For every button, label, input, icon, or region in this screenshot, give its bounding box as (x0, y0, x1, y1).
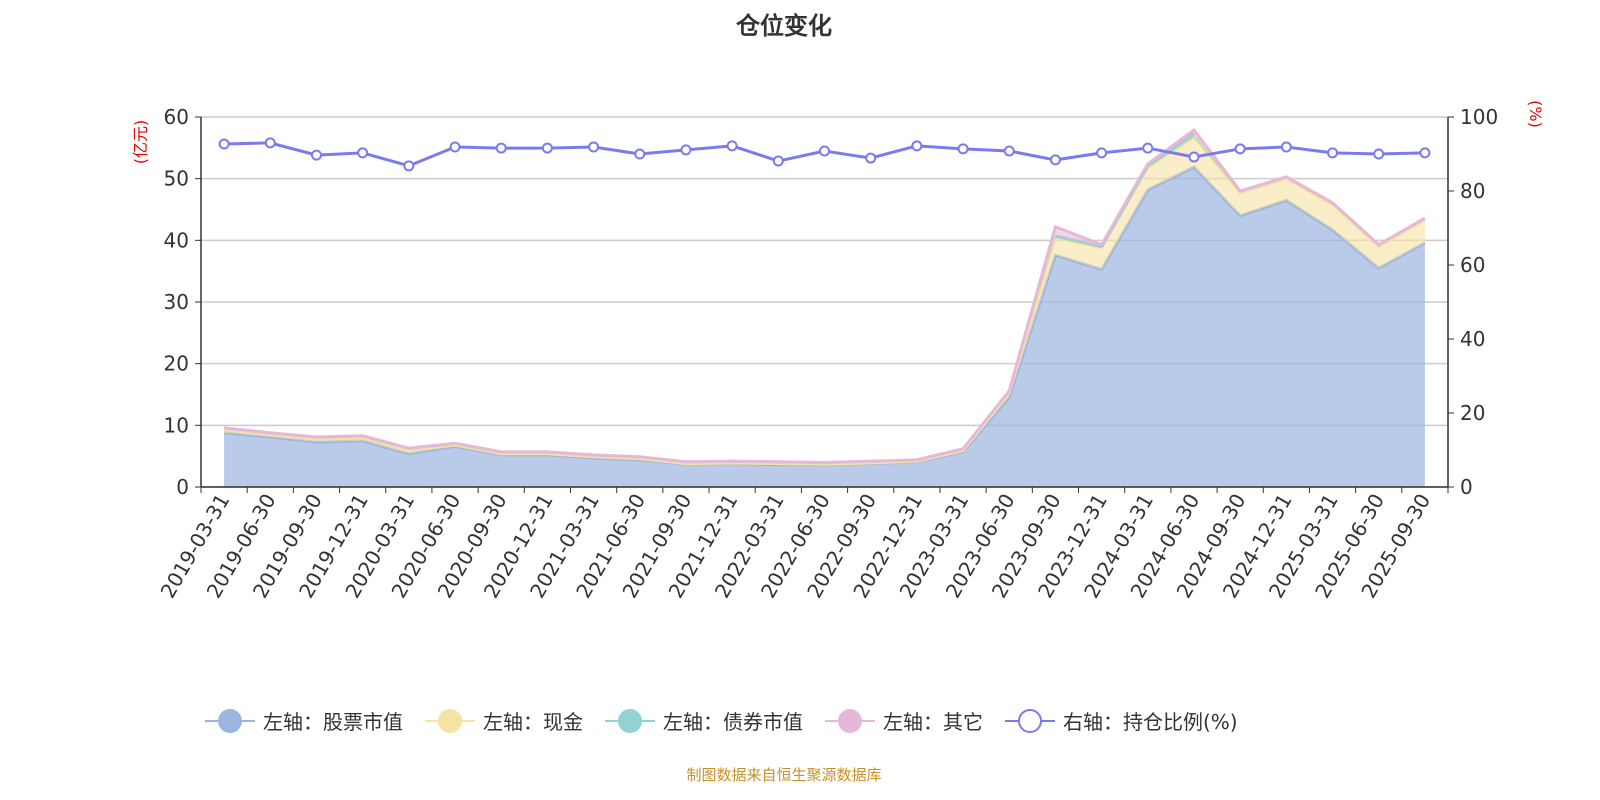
y-right-tick-label: 20 (1460, 401, 1485, 425)
legend-marker-icon (425, 708, 475, 733)
legend-marker-icon (825, 708, 875, 733)
plot-area: 0102030405060020406080100(亿元)(%)2019-03-… (131, 100, 1545, 602)
area-左轴：股票市值 (224, 166, 1425, 487)
legend-marker-icon (605, 708, 655, 733)
y-left-tick-label: 0 (176, 475, 189, 499)
ratio-point (726, 140, 738, 152)
ratio-point (680, 144, 692, 156)
y-left-axis-label: (亿元) (131, 120, 150, 165)
y-right-tick-label: 100 (1460, 105, 1498, 129)
legend-label: 左轴：股票市值 (263, 710, 403, 734)
ratio-point (1234, 143, 1246, 155)
ratio-point (449, 141, 461, 153)
ratio-point (541, 142, 553, 154)
y-left-tick-label: 20 (164, 352, 189, 376)
y-left-tick-label: 50 (164, 167, 189, 191)
chart-title: 仓位变化 (736, 12, 832, 40)
area-左轴：现金 (224, 137, 1425, 465)
ratio-point (1049, 154, 1061, 166)
y-right-tick-label: 40 (1460, 327, 1485, 351)
legend-marker-icon (1005, 708, 1055, 733)
y-right-axis-label: (%) (1526, 100, 1545, 128)
y-right-tick-label: 80 (1460, 179, 1485, 203)
legend-label: 左轴：其它 (883, 710, 983, 734)
y-left-tick-label: 10 (164, 413, 189, 437)
ratio-point (495, 142, 507, 154)
ratio-point (865, 152, 877, 164)
ratio-point (310, 149, 322, 161)
ratio-point (1142, 142, 1154, 154)
ratio-point (588, 141, 600, 153)
legend-item[interactable]: 右轴：持仓比例(%) (1005, 706, 1238, 735)
ratio-point (911, 140, 923, 152)
legend-item[interactable]: 左轴：债券市值 (605, 706, 803, 735)
ratio-point (1003, 145, 1015, 157)
ratio-point (1419, 147, 1431, 159)
ratio-point (819, 145, 830, 157)
y-left-tick-label: 60 (164, 105, 189, 129)
y-right-tick-label: 0 (1460, 475, 1473, 499)
ratio-point (1327, 147, 1339, 159)
legend-label: 左轴：现金 (483, 710, 583, 734)
ratio-point (634, 148, 646, 160)
legend-item[interactable]: 左轴：股票市值 (205, 706, 403, 735)
ratio-point (1280, 141, 1292, 153)
legend-item[interactable]: 左轴：其它 (825, 706, 983, 735)
ratio-point (957, 143, 969, 155)
legend: 左轴：股票市值 左轴：现金 左轴：债券市值 左轴：其它 右轴：持仓比例(%) (205, 706, 1238, 735)
y-left-tick-label: 30 (164, 290, 189, 314)
ratio-point (1188, 151, 1200, 163)
ratio-point (403, 160, 415, 172)
legend-item[interactable]: 左轴：现金 (425, 706, 583, 735)
ratio-point (357, 147, 369, 159)
ratio-point (772, 155, 784, 167)
legend-marker-icon (205, 708, 255, 733)
ratio-point (1096, 147, 1108, 159)
ratio-point (264, 137, 276, 149)
ratio-point (218, 138, 230, 150)
y-left-tick-label: 40 (164, 228, 189, 252)
y-right-tick-label: 60 (1460, 253, 1485, 277)
legend-label: 右轴：持仓比例(%) (1063, 710, 1238, 734)
legend-label: 左轴：债券市值 (663, 710, 803, 734)
ratio-point (1373, 148, 1385, 160)
data-source-footer: 制图数据来自恒生聚源数据库 (686, 766, 882, 784)
series-line-左轴：其它 (223, 127, 1426, 464)
